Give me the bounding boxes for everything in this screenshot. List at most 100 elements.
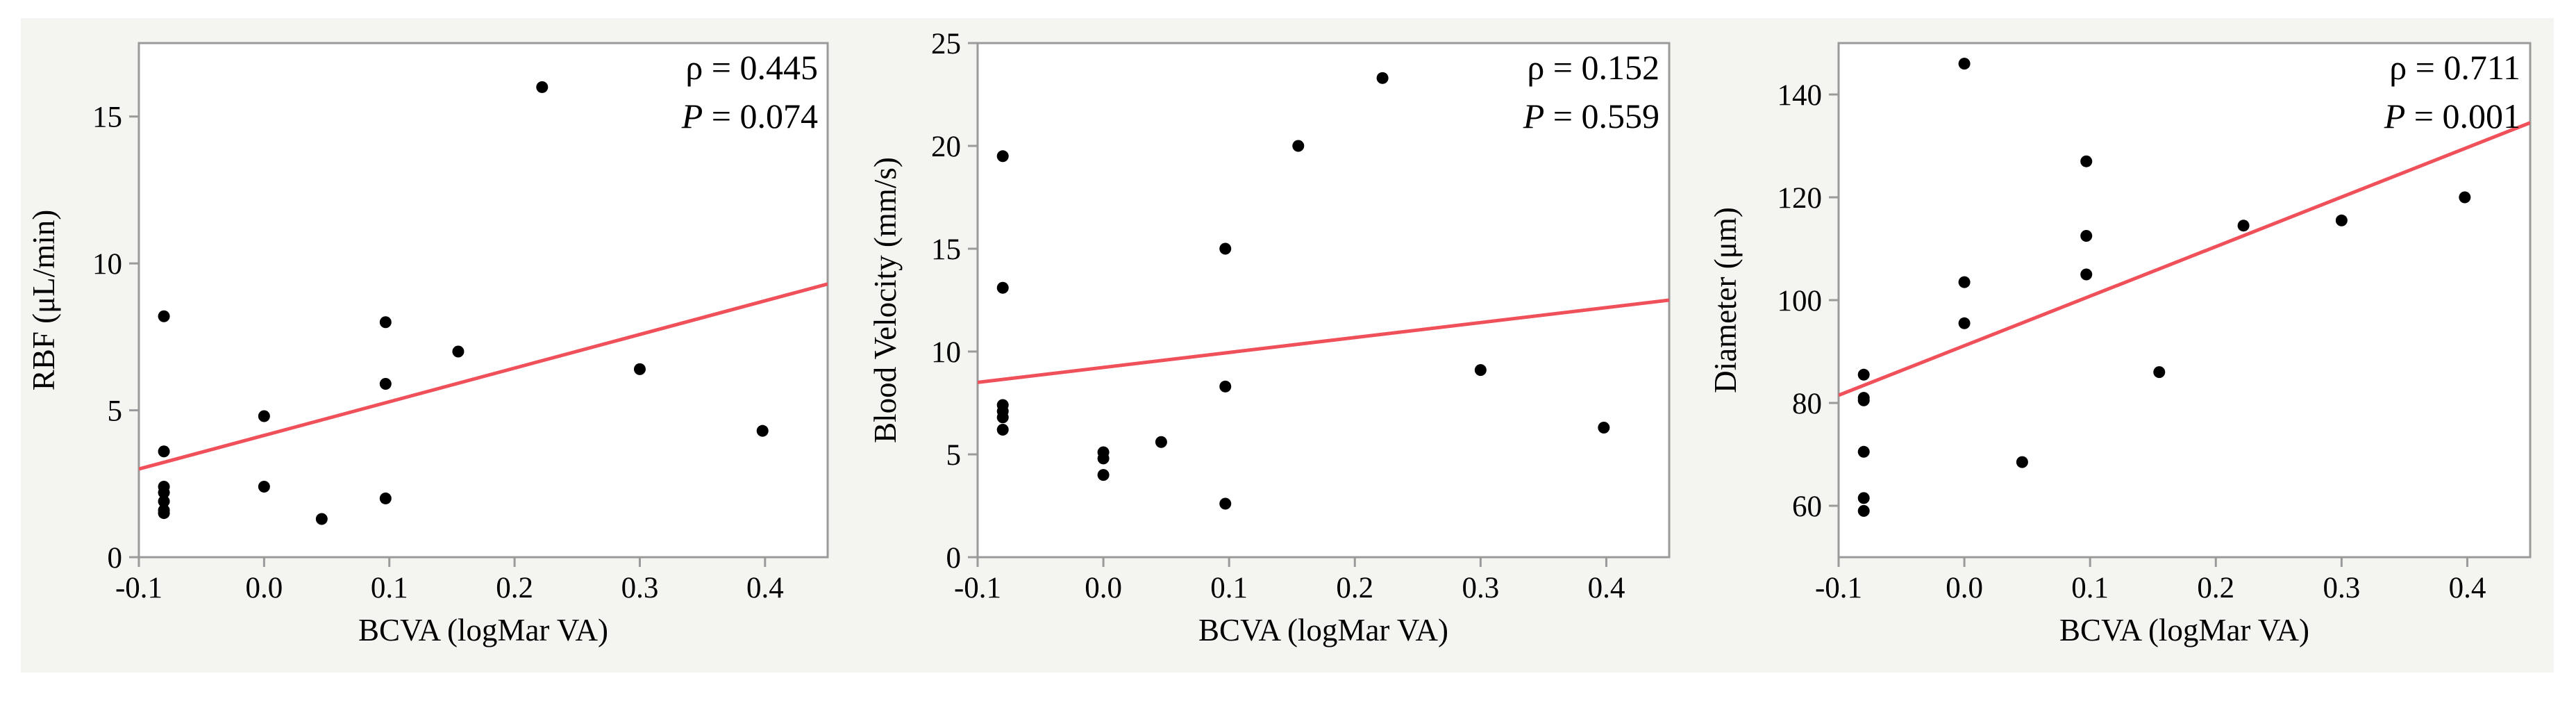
- x-tick-label: 0.0: [245, 572, 283, 604]
- data-point: [996, 150, 1009, 163]
- regression-line: [978, 298, 1669, 384]
- data-point: [996, 281, 1009, 294]
- y-tick-label: 10: [92, 248, 122, 281]
- data-point: [2080, 155, 2093, 167]
- x-axis-title: BCVA (logMar VA): [1198, 613, 1448, 648]
- data-point: [158, 507, 170, 520]
- rho-annotation: ρ = 0.445: [685, 48, 818, 87]
- data-point: [1857, 368, 1870, 381]
- p-value-annotation: P = 0.001: [2384, 97, 2520, 135]
- data-point: [2335, 214, 2348, 226]
- p-value-text: = 0.559: [1544, 97, 1659, 135]
- y-axis-title: Blood Velocity (mm/s): [868, 157, 903, 443]
- x-tick-label: 0.4: [1588, 572, 1625, 604]
- data-point: [158, 445, 170, 458]
- x-tick-label: 0.3: [1462, 572, 1499, 604]
- data-point: [1958, 58, 1971, 70]
- y-tick-label: 5: [946, 439, 962, 472]
- x-axis-title: BCVA (logMar VA): [358, 613, 608, 648]
- data-point: [996, 423, 1009, 436]
- data-point: [2153, 366, 2166, 379]
- p-symbol: P: [2384, 97, 2406, 135]
- data-point: [2459, 191, 2471, 204]
- data-point: [1097, 452, 1110, 465]
- chart-panel-1: -0.1 0.0 0.1 0.2 0.3 0.4 0 5 10 15 BCVA (logMar VA…: [26, 42, 829, 648]
- y-tick-label: 5: [108, 395, 123, 428]
- data-point: [1857, 445, 1870, 458]
- regression-line: [1839, 121, 2530, 397]
- regression-line: [139, 282, 828, 471]
- data-point: [379, 492, 392, 504]
- data-point: [1857, 394, 1870, 406]
- p-value-annotation: P = 0.074: [681, 97, 818, 135]
- x-tick-label: -0.1: [1815, 572, 1862, 604]
- data-point: [1958, 276, 1971, 288]
- rho-annotation: ρ = 0.152: [1527, 48, 1659, 87]
- data-point: [1097, 469, 1110, 481]
- x-tick-label: -0.1: [954, 572, 1001, 604]
- chart-panel-2: -0.1 0.0 0.1 0.2 0.3 0.4 0 5 10 15 20 25 BCVA (logMa…: [868, 28, 1671, 648]
- data-point: [1958, 317, 1971, 329]
- p-value-text: = 0.074: [703, 97, 818, 135]
- data-point: [1857, 504, 1870, 517]
- y-tick-label: 20: [931, 131, 961, 163]
- data-point: [2080, 230, 2093, 242]
- x-tick-label: 0.4: [746, 572, 784, 604]
- y-tick-label: 15: [931, 233, 961, 266]
- data-point: [158, 486, 170, 499]
- x-tick-label: 0.0: [1946, 572, 1983, 604]
- data-point: [756, 424, 769, 437]
- data-point: [2080, 268, 2093, 281]
- y-tick-label: 0: [108, 542, 123, 575]
- x-tick-label: 0.3: [621, 572, 659, 604]
- data-point: [258, 481, 270, 493]
- x-tick-label: 0.0: [1085, 572, 1122, 604]
- plot-area: [976, 42, 1671, 559]
- x-tick-label: 0.1: [1210, 572, 1248, 604]
- data-point: [1474, 364, 1487, 377]
- data-point: [2016, 456, 2028, 468]
- plot-area: [137, 42, 829, 559]
- data-point: [1376, 72, 1389, 84]
- x-tick-label: 0.2: [496, 572, 533, 604]
- data-point: [1292, 140, 1305, 152]
- data-point: [452, 345, 465, 358]
- data-point: [1219, 497, 1232, 510]
- x-axis-title: BCVA (logMar VA): [2059, 613, 2309, 648]
- data-point: [996, 411, 1009, 424]
- data-point: [1155, 436, 1167, 448]
- data-point: [315, 513, 328, 525]
- y-tick-label: 140: [1778, 79, 1823, 112]
- y-tick-label: 80: [1792, 388, 1822, 420]
- p-value-text: = 0.001: [2405, 97, 2520, 135]
- y-tick-label: 60: [1792, 490, 1822, 523]
- chart-panel-3: -0.1 0.0 0.1 0.2 0.3 0.4 60 80 100 120 140 BCVA (lo…: [1708, 42, 2532, 648]
- data-point: [1598, 422, 1610, 434]
- y-tick-label: 0: [946, 542, 962, 575]
- x-tick-label: 0.1: [371, 572, 408, 604]
- data-point: [158, 495, 170, 508]
- y-axis-title: Diameter (μm): [1708, 207, 1743, 393]
- y-axis-title: RBF (μL/min): [26, 210, 61, 390]
- data-point: [536, 81, 549, 93]
- data-point: [1219, 380, 1232, 393]
- x-tick-label: 0.2: [1336, 572, 1373, 604]
- x-tick-label: 0.1: [2071, 572, 2109, 604]
- p-value-annotation: P = 0.559: [1523, 97, 1659, 135]
- data-point: [158, 310, 170, 322]
- y-tick-label: 120: [1778, 182, 1823, 215]
- p-symbol: P: [681, 97, 703, 135]
- data-point: [1857, 492, 1870, 504]
- y-tick-label: 25: [931, 28, 961, 60]
- rho-annotation: ρ = 0.711: [2389, 48, 2520, 87]
- p-symbol: P: [1523, 97, 1545, 135]
- x-tick-label: 0.2: [2197, 572, 2234, 604]
- y-tick-label: 100: [1778, 285, 1823, 317]
- y-tick-label: 10: [931, 336, 961, 369]
- data-point: [379, 378, 392, 390]
- y-tick-label: 15: [92, 101, 122, 134]
- data-point: [2237, 220, 2250, 232]
- data-point: [633, 363, 646, 375]
